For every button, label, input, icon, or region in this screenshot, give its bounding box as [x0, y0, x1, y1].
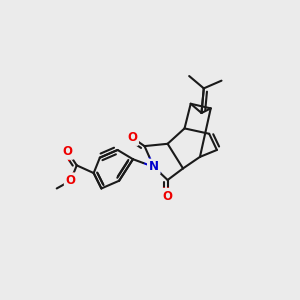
- Text: O: O: [66, 174, 76, 187]
- Text: N: N: [149, 160, 159, 173]
- Text: O: O: [62, 145, 73, 158]
- Text: O: O: [163, 190, 172, 203]
- Text: O: O: [127, 131, 137, 144]
